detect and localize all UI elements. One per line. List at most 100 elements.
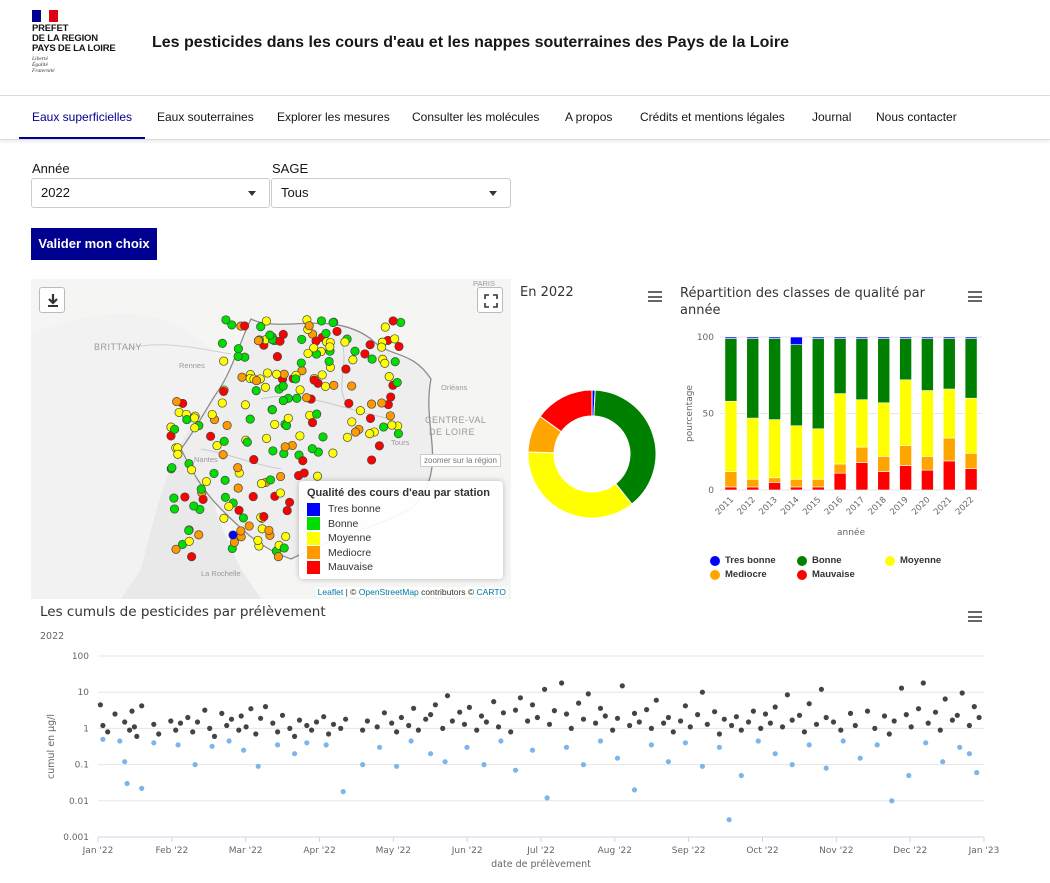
legend-moyenne[interactable]: Moyenne	[885, 555, 941, 566]
scatter-chart[interactable]: 0.001 0.01 0.1 1 10 100 Jan '22 Feb '22 Mar '22 A…	[30, 640, 1030, 880]
tab-consulter-molecules[interactable]: Consulter les molécules	[412, 110, 540, 124]
tab-eaux-superficielles[interactable]: Eaux superficielles	[19, 96, 146, 139]
tab-journal[interactable]: Journal	[812, 110, 852, 124]
scatter-point	[279, 712, 286, 718]
y-axis-title: cumul en µg/l	[46, 714, 57, 779]
station-marker	[295, 431, 305, 441]
carto-link[interactable]: CARTO	[476, 587, 506, 597]
scatter-point	[966, 751, 973, 757]
prefet-logo[interactable]: PREFET DE LA REGION PAYS DE LA LOIRE Lib…	[32, 10, 132, 74]
sage-select[interactable]: Tous	[271, 178, 511, 208]
bar-segment	[724, 400, 738, 472]
scatter-point	[97, 702, 103, 708]
tab-a-propos[interactable]: A propos	[565, 110, 613, 124]
station-marker	[387, 420, 397, 430]
bar-segment	[921, 390, 934, 457]
bar-segment	[855, 462, 869, 491]
scatter-point	[236, 727, 242, 733]
scatter-point	[908, 724, 914, 730]
legend-mauvaise[interactable]: Mauvaise	[797, 569, 855, 580]
station-marker	[329, 380, 339, 390]
submit-button[interactable]: Valider mon choix	[31, 228, 157, 260]
station-marker	[325, 342, 335, 352]
scatter-point	[478, 713, 485, 719]
tab-credits[interactable]: Crédits et mentions légales	[640, 110, 785, 124]
station-marker	[360, 349, 370, 359]
station-marker	[221, 315, 231, 325]
bar-segment	[833, 463, 847, 474]
flag-icon	[32, 10, 59, 22]
scatter-point	[241, 747, 247, 753]
fullscreen-button[interactable]	[477, 287, 503, 313]
station-marker	[350, 427, 361, 437]
legend-bonne[interactable]: Bonne	[797, 555, 842, 566]
scatter-point	[296, 717, 303, 723]
station-marker	[259, 512, 269, 522]
station-marker	[328, 317, 338, 328]
chevron-down-icon	[489, 191, 497, 196]
scatter-point	[270, 720, 276, 726]
year-select[interactable]: 2022	[31, 178, 270, 208]
scatter-point	[838, 727, 844, 733]
zoom-region-button[interactable]: zoomer sur la région	[420, 454, 501, 467]
osm-link[interactable]: OpenStreetMap	[358, 587, 419, 597]
x-tick-label: Jan '23	[968, 846, 1000, 856]
scatter-point	[139, 703, 145, 709]
scatter-point	[461, 721, 468, 727]
station-marker	[380, 358, 390, 368]
scatter-point	[959, 690, 965, 696]
station-marker	[316, 316, 327, 326]
tab-explorer-mesures[interactable]: Explorer les mesures	[277, 110, 390, 124]
station-marker	[278, 381, 288, 391]
donut-title: En 2022	[520, 285, 574, 300]
scatter-point	[874, 742, 880, 748]
scatter-point	[202, 707, 208, 713]
station-marker	[291, 374, 301, 384]
scatter-point	[949, 717, 956, 723]
scatter-menu-icon[interactable]	[968, 611, 982, 622]
station-marker	[302, 393, 312, 403]
station-marker	[218, 450, 228, 460]
tab-eaux-souterraines[interactable]: Eaux souterraines	[157, 110, 254, 124]
station-marker	[272, 352, 282, 362]
bar-chart-menu-icon[interactable]	[968, 291, 982, 302]
station-marker	[309, 375, 319, 385]
scatter-point	[321, 714, 327, 720]
bar-segment	[942, 437, 956, 462]
tab-contact[interactable]: Nous contacter	[876, 110, 957, 124]
bar-segment	[746, 486, 760, 491]
scatter-point	[648, 725, 655, 731]
scatter-point	[695, 712, 701, 718]
scatter-point	[872, 725, 878, 731]
station-marker	[350, 346, 360, 356]
scatter-point	[699, 763, 706, 769]
stations-map[interactable]: BRITTANY PARIS CENTRE-VAL DE LOIRE Renne…	[31, 279, 511, 599]
scatter-point	[253, 731, 259, 737]
bar-segment	[942, 338, 956, 390]
bar-segment	[724, 486, 738, 491]
scatter-point	[903, 712, 909, 718]
scatter-point	[127, 727, 133, 733]
station-marker	[244, 521, 254, 531]
download-button[interactable]	[39, 287, 65, 313]
scatter-point	[483, 719, 489, 725]
scatter-point	[750, 708, 757, 714]
donut-chart[interactable]	[522, 384, 662, 524]
station-markers[interactable]	[31, 279, 511, 599]
logo-text: PREFET DE LA REGION PAYS DE LA LOIRE	[32, 23, 116, 54]
leaflet-link[interactable]: Leaflet	[317, 587, 344, 597]
station-marker	[206, 431, 216, 441]
scatter-point	[772, 704, 778, 710]
scatter-point	[428, 712, 434, 718]
bar-segment	[899, 445, 912, 466]
scatter-point	[287, 725, 293, 731]
legend-mediocre[interactable]: Mediocre	[710, 569, 767, 580]
scatter-point	[784, 692, 791, 698]
x-tick-label: Oct '22	[746, 846, 778, 856]
legend-tres-bonne[interactable]: Tres bonne	[710, 555, 776, 566]
station-marker	[347, 417, 357, 427]
donut-menu-icon[interactable]	[648, 291, 662, 302]
map-legend: Qualité des cours d'eau par station Tres…	[299, 481, 503, 579]
scatter-point	[309, 727, 315, 733]
